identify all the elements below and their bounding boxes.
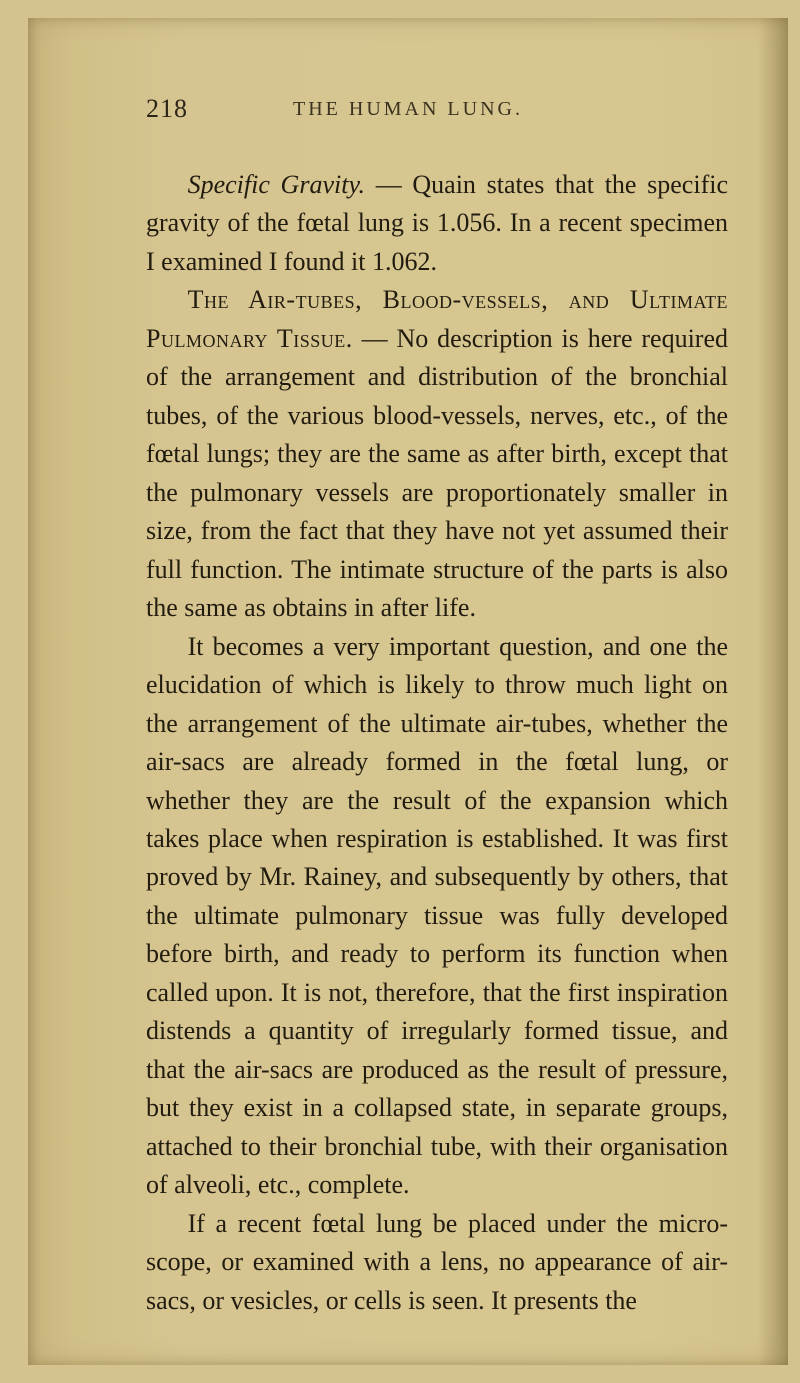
body-text: Specific Gravity. — Quain states that th… (146, 166, 728, 1320)
paragraph-3: It becomes a very important question, an… (146, 628, 728, 1205)
paragraph-1: Specific Gravity. — Quain states that th… (146, 166, 728, 281)
paragraph-2: The Air-tubes, Blood-vessels, and Ultima… (146, 281, 728, 627)
para1-heading: Specific Gravity. (188, 170, 365, 199)
page-surface: 218 THE HUMAN LUNG. Specific Gravity. — … (28, 18, 788, 1365)
paragraph-4: If a recent fœtal lung be placed under t… (146, 1205, 728, 1320)
para2-body: — No description is here re­quired of th… (146, 324, 728, 622)
page-edge-shadow (758, 18, 788, 1365)
running-head: THE HUMAN LUNG. (28, 98, 788, 121)
